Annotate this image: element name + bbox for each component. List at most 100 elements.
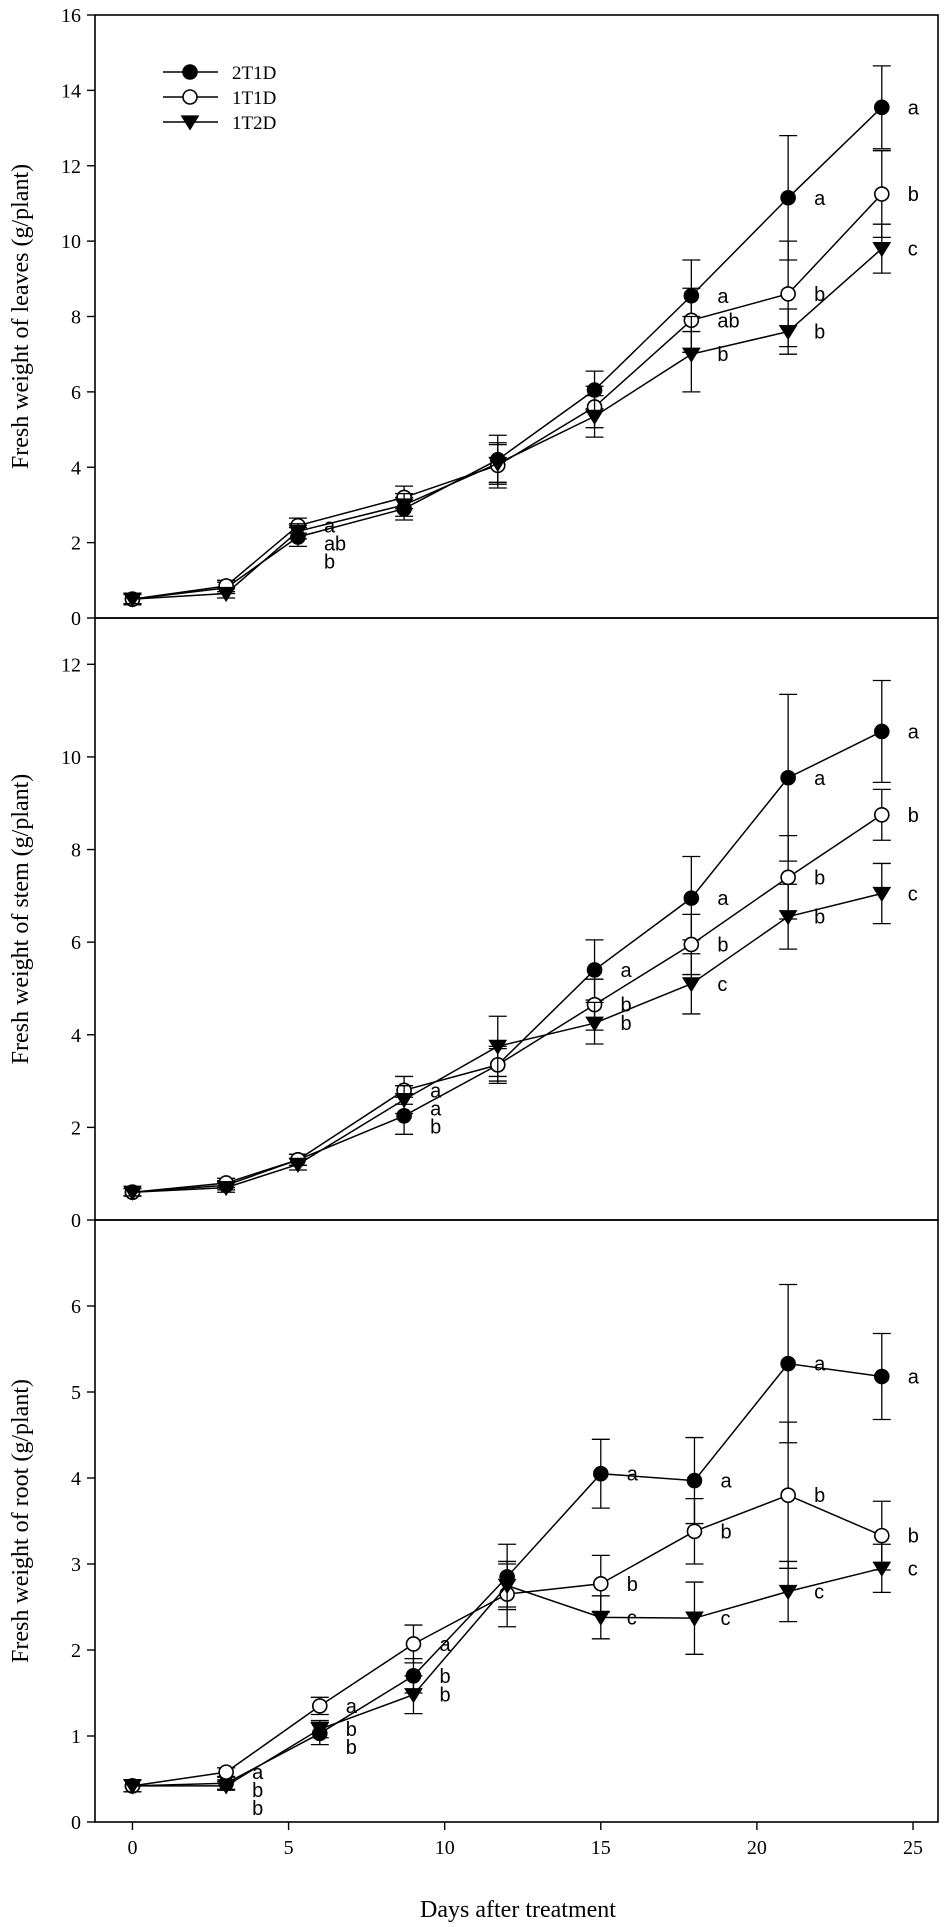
- y-tick-label: 8: [71, 840, 81, 862]
- data-point: [216, 1779, 236, 1795]
- legend: 2T1D 1T1D 1T2D: [163, 63, 276, 134]
- data-point: [686, 1472, 703, 1489]
- series-2t1d: [123, 679, 891, 1201]
- significance-letter: a: [324, 516, 336, 538]
- y-tick-label: 4: [71, 1468, 81, 1490]
- significance-letter: a: [252, 1762, 264, 1784]
- significance-letter: c: [627, 1607, 637, 1629]
- x-axis-title: Days after treatment: [420, 1897, 616, 1923]
- significance-letter: b: [908, 1526, 919, 1548]
- data-point: [681, 347, 701, 363]
- significance-letter: b: [814, 322, 825, 344]
- significance-letter: b: [324, 552, 335, 574]
- series-1t2d: [123, 223, 892, 608]
- data-point: [591, 1610, 611, 1626]
- data-point: [592, 1465, 609, 1482]
- data-point: [681, 977, 701, 993]
- significance-letter: b: [717, 934, 728, 956]
- legend-label: 1T1D: [232, 88, 276, 109]
- significance-letter: b: [908, 184, 919, 206]
- y-tick-label: 0: [71, 1812, 81, 1834]
- panel-1: 0 2 4 6 8 10 12 14 16 Fresh weight of leaves (g/p…: [8, 5, 939, 630]
- data-point: [873, 99, 890, 116]
- data-point: [216, 1180, 236, 1197]
- series-2t1d: [123, 1283, 891, 1794]
- significance-letter: b: [346, 1737, 357, 1759]
- data-point: [873, 1368, 890, 1385]
- data-point: [872, 1561, 892, 1577]
- data-point: [311, 1698, 328, 1714]
- data-point: [683, 890, 700, 906]
- y-axis-title: Fresh weight of root (g/plant): [8, 1379, 34, 1663]
- significance-letter: c: [908, 884, 918, 906]
- data-point: [288, 524, 308, 540]
- series-line: [132, 892, 882, 1193]
- data-point: [780, 286, 796, 302]
- significance-letter: a: [430, 1080, 442, 1102]
- significance-letter: b: [430, 1116, 441, 1138]
- significance-letter: b: [621, 995, 632, 1017]
- y-tick-label: 2: [71, 1117, 81, 1139]
- series-2t1d: [123, 65, 891, 607]
- legend-marker: [182, 89, 198, 105]
- x-tick-label: 0: [127, 1837, 137, 1859]
- data-point: [123, 1779, 142, 1795]
- data-point: [405, 1636, 422, 1652]
- data-point: [780, 869, 796, 886]
- y-tick-label: 8: [71, 307, 81, 329]
- significance-letter: a: [908, 721, 920, 743]
- significance-letter: b: [627, 1574, 638, 1596]
- y-axis-title: Fresh weight of leaves (g/plant): [8, 164, 34, 469]
- series-1t1d: [123, 788, 891, 1201]
- legend-marker: [182, 64, 198, 80]
- data-point: [872, 242, 892, 258]
- y-tick-label: 12: [61, 156, 81, 178]
- y-tick-label: 6: [71, 932, 81, 954]
- y-tick-label: 2: [71, 1640, 81, 1662]
- significance-letter: c: [814, 1582, 824, 1604]
- significance-letter: b: [439, 1666, 450, 1688]
- legend-label: 1T2D: [232, 113, 276, 134]
- x-tick-label: 10: [435, 1837, 455, 1859]
- data-point: [497, 1578, 517, 1595]
- data-point: [778, 910, 798, 926]
- significance-letter: b: [720, 1521, 731, 1543]
- series-line: [132, 106, 883, 600]
- series-1t1d: [123, 150, 891, 607]
- significance-letter: a: [814, 768, 826, 790]
- y-tick-label: 16: [61, 5, 81, 27]
- significance-letter: a: [346, 1696, 358, 1718]
- significance-letter: b: [621, 1013, 632, 1035]
- data-point: [394, 1092, 414, 1109]
- data-point: [123, 1185, 142, 1201]
- data-point: [873, 723, 890, 740]
- data-point: [123, 592, 142, 608]
- data-point: [216, 586, 236, 603]
- significance-letter: ab: [717, 310, 739, 332]
- significance-letter: b: [814, 1485, 825, 1507]
- series-line: [132, 730, 883, 1193]
- data-point: [310, 1722, 330, 1738]
- data-point: [778, 1584, 798, 1601]
- data-point: [873, 1527, 890, 1544]
- significance-letter: a: [717, 888, 729, 910]
- y-tick-label: 6: [71, 1296, 81, 1318]
- series-line: [132, 814, 883, 1193]
- series-1t2d: [123, 862, 892, 1201]
- significance-letter: a: [814, 1354, 826, 1376]
- legend-marker: [180, 115, 200, 131]
- significance-letter: c: [720, 1608, 730, 1630]
- y-tick-label: 5: [71, 1382, 81, 1404]
- y-tick-label: 4: [71, 1025, 81, 1047]
- y-tick-label: 14: [61, 80, 81, 102]
- plot-frame: [94, 1219, 939, 1823]
- y-tick-label: 0: [71, 608, 81, 630]
- y-tick-label: 12: [61, 654, 81, 676]
- data-point: [218, 1764, 234, 1780]
- x-tick-label: 5: [284, 1837, 294, 1859]
- x-tick-label: 25: [903, 1837, 923, 1859]
- significance-letter: b: [439, 1685, 450, 1707]
- significance-letter: c: [717, 974, 727, 996]
- data-point: [778, 324, 798, 341]
